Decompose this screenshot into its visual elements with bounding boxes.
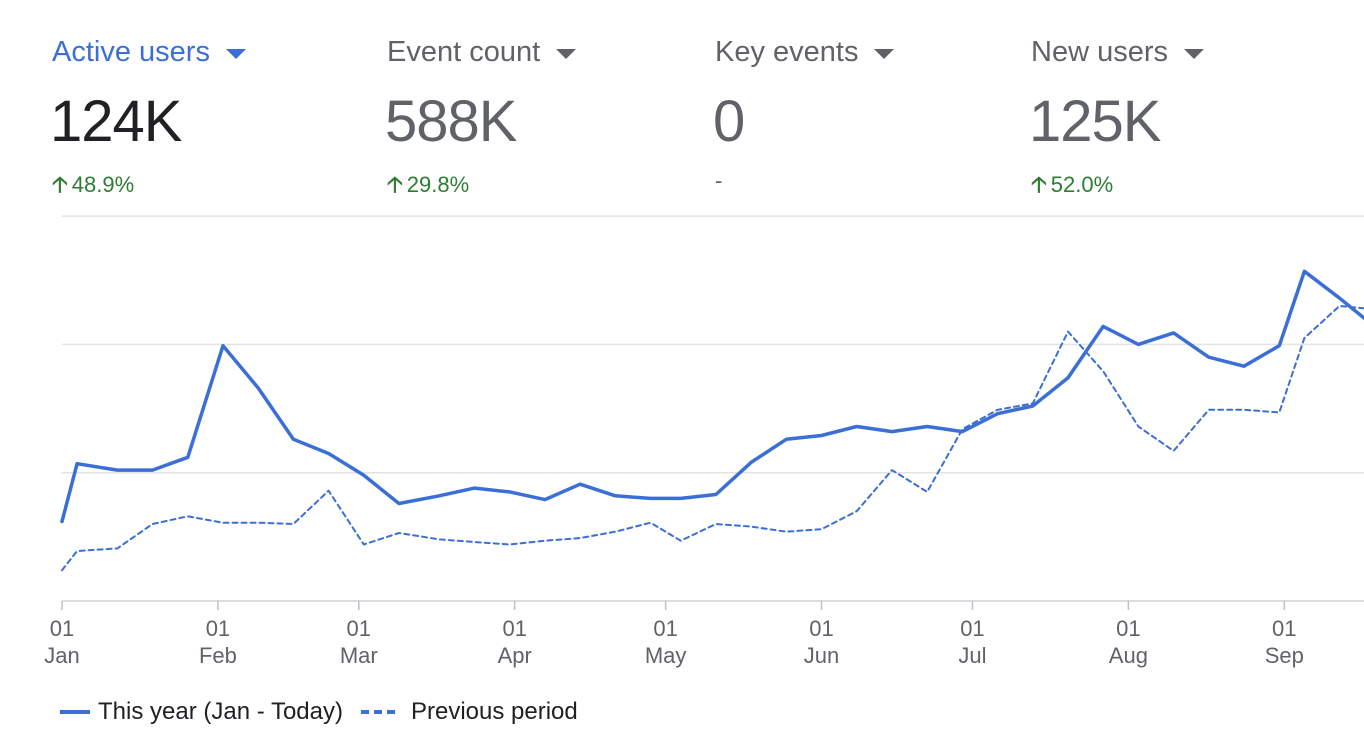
x-tick-label-month: Feb	[199, 643, 237, 668]
line-chart: 01Jan01Feb01Mar01Apr01May01Jun01Jul01Aug…	[44, 215, 1364, 668]
metric-label-event-count[interactable]: Event count	[387, 36, 577, 69]
x-tick-label-day: 01	[809, 616, 833, 641]
series-this-year-line	[60, 269, 1364, 524]
arrow-up-icon: 🡡	[1031, 172, 1047, 197]
legend-item-previous-period[interactable]: Previous period	[360, 698, 578, 726]
x-tick-label-month: May	[645, 643, 687, 668]
legend-item-this-year[interactable]: This year (Jan - Today)	[60, 698, 343, 726]
arrow-up-icon: 🡡	[387, 172, 403, 197]
x-tick-label-day: 01	[1116, 616, 1140, 641]
metric-label-active-users[interactable]: Active users	[52, 36, 246, 69]
x-tick-label-month: Aug	[1109, 643, 1148, 668]
dashed-line-icon	[360, 710, 395, 714]
chart-legend: This year (Jan - Today) Previous period	[60, 698, 596, 726]
caret-down-icon	[225, 48, 246, 59]
caret-down-icon	[874, 48, 895, 59]
x-tick-label-month: Mar	[340, 643, 378, 668]
arrow-up-icon: 🡡	[52, 172, 68, 197]
metric-label-key-events[interactable]: Key events	[715, 36, 895, 69]
x-tick-label-day: 01	[206, 616, 230, 641]
x-tick-label-day: 01	[960, 616, 984, 641]
metric-value-active-users: 124K	[50, 89, 182, 154]
solid-line-icon	[60, 710, 90, 714]
x-tick-label-month: Jul	[958, 643, 986, 668]
metric-value-new-users: 125K	[1029, 89, 1161, 154]
metric-label-new-users[interactable]: New users	[1031, 36, 1204, 69]
x-tick-label-month: Apr	[498, 643, 532, 668]
metric-delta-new-users: 🡡 52.0%	[1031, 168, 1113, 206]
series-previous-period-line	[61, 304, 1364, 572]
x-tick-label-day: 01	[347, 616, 371, 641]
x-tick-label-month: Sep	[1265, 643, 1304, 668]
metric-delta-active-users: 🡡 48.9%	[52, 168, 134, 206]
caret-down-icon	[556, 48, 577, 59]
caret-down-icon	[1184, 48, 1204, 59]
x-tick-label-day: 01	[50, 616, 74, 641]
x-tick-label-day: 01	[1272, 616, 1296, 641]
x-tick-label-month: Jan	[44, 643, 79, 668]
metric-value-event-count: 588K	[385, 89, 517, 154]
x-tick-label-day: 01	[653, 616, 677, 641]
metric-delta-key-events: -	[715, 168, 723, 193]
x-tick-label-day: 01	[502, 616, 526, 641]
metric-delta-event-count: 🡡 29.8%	[387, 168, 469, 206]
metric-value-key-events: 0	[713, 89, 745, 154]
x-tick-label-month: Jun	[804, 643, 839, 668]
